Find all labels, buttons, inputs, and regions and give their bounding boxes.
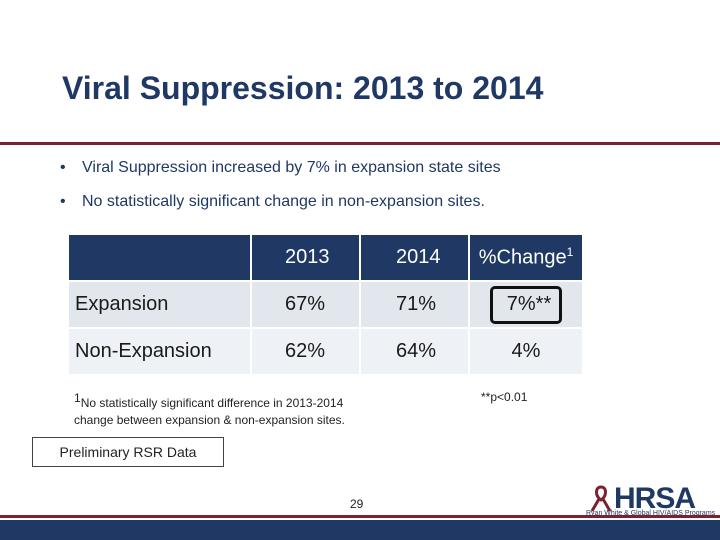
preliminary-data-label: Preliminary RSR Data [32, 437, 224, 467]
row-label: Expansion [69, 282, 250, 327]
cell-change: 7%** [470, 282, 582, 327]
cell-2013: 62% [252, 329, 359, 374]
bullet-item: • No statistically significant change in … [60, 193, 485, 210]
footnote: 1No statistically significant difference… [74, 391, 345, 427]
footer-bar [0, 520, 720, 540]
row-label: Non-Expansion [69, 329, 250, 374]
highlighted-change: 7%** [489, 285, 563, 324]
viral-suppression-table: 2013 2014 %Change1 Expansion 67% 71% 7%*… [67, 233, 584, 376]
title-divider [0, 142, 720, 145]
footer-accent-rule [0, 515, 720, 518]
ribbon-icon [590, 485, 612, 512]
hrsa-logo: HRSA Ryan White & Global HIV/AIDS Progra… [582, 482, 716, 522]
slide-title: Viral Suppression: 2013 to 2014 [62, 70, 544, 106]
bullet-list: • Viral Suppression increased by 7% in ex… [60, 158, 501, 226]
cell-2013: 67% [252, 282, 359, 327]
logo-subtitle: Ryan White & Global HIV/AIDS Programs [586, 510, 716, 517]
header-2013: 2013 [252, 235, 359, 280]
table-row: Non-Expansion 62% 64% 4% [69, 329, 582, 374]
pvalue-note: **p<0.01 [481, 390, 528, 404]
header-change: %Change1 [470, 235, 582, 280]
header-2014: 2014 [361, 235, 468, 280]
logo-name: HRSA [614, 482, 696, 515]
bullet-item: • Viral Suppression increased by 7% in ex… [60, 159, 501, 176]
table-row: Expansion 67% 71% 7%** [69, 282, 582, 327]
header-empty [69, 235, 250, 280]
cell-2014: 64% [361, 329, 468, 374]
cell-2014: 71% [361, 282, 468, 327]
cell-change: 4% [470, 329, 582, 374]
page-number: 29 [350, 497, 364, 511]
